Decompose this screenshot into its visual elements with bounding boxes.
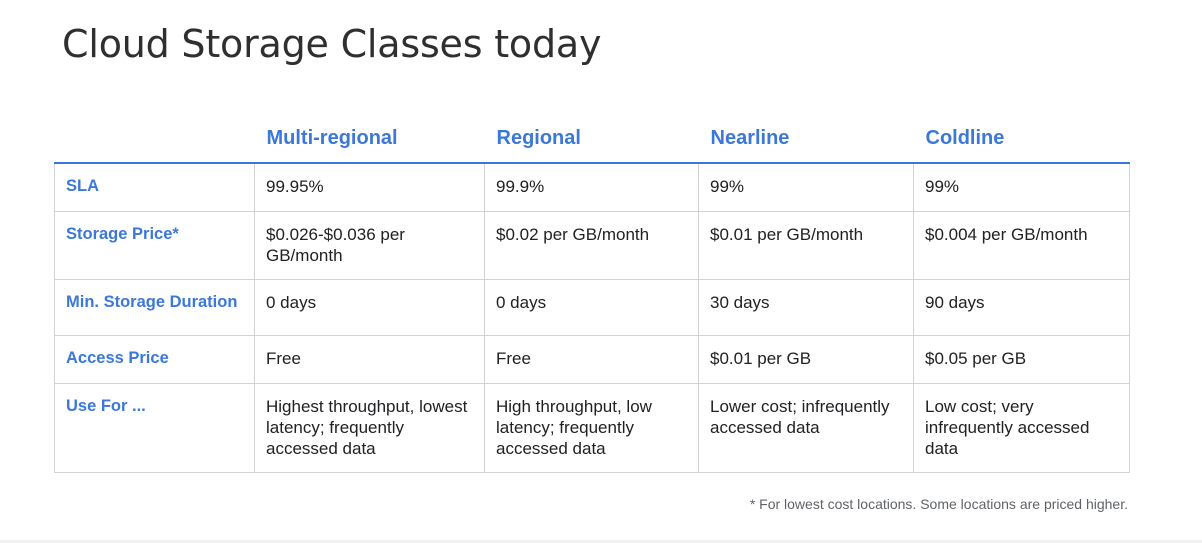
row-label-storage-price: Storage Price* (55, 212, 255, 280)
header-nearline: Nearline (699, 105, 914, 163)
table-cell: $0.01 per GB (699, 336, 914, 384)
table-cell: 90 days (914, 280, 1130, 336)
table-row-sla: SLA 99.95% 99.9% 99% 99% (55, 163, 1130, 212)
table-row-storage-price: Storage Price* $0.026-$0.036 per GB/mont… (55, 212, 1130, 280)
storage-classes-table: Multi-regional Regional Nearline Coldlin… (54, 105, 1130, 473)
table-cell: $0.02 per GB/month (485, 212, 699, 280)
table-cell: 30 days (699, 280, 914, 336)
table-cell: 0 days (255, 280, 485, 336)
page-title: Cloud Storage Classes today (62, 22, 601, 66)
row-label-access-price: Access Price (55, 336, 255, 384)
table-cell: 99% (914, 163, 1130, 212)
header-multi-regional: Multi-regional (255, 105, 485, 163)
table-row-access-price: Access Price Free Free $0.01 per GB $0.0… (55, 336, 1130, 384)
table-header-row: Multi-regional Regional Nearline Coldlin… (55, 105, 1130, 163)
table-cell: $0.01 per GB/month (699, 212, 914, 280)
header-regional: Regional (485, 105, 699, 163)
table-cell: 99.9% (485, 163, 699, 212)
table-cell: 99.95% (255, 163, 485, 212)
footnote: * For lowest cost locations. Some locati… (750, 496, 1128, 512)
table-cell: Free (485, 336, 699, 384)
table-cell: High throughput, low latency; frequently… (485, 384, 699, 473)
row-label-sla: SLA (55, 163, 255, 212)
table-cell: $0.026-$0.036 per GB/month (255, 212, 485, 280)
table-cell: $0.004 per GB/month (914, 212, 1130, 280)
header-corner-cell (55, 105, 255, 163)
table-cell: Free (255, 336, 485, 384)
row-label-min-storage-duration: Min. Storage Duration (55, 280, 255, 336)
table-cell: 0 days (485, 280, 699, 336)
table-cell: Lower cost; infrequently accessed data (699, 384, 914, 473)
table-cell: Low cost; very infrequently accessed dat… (914, 384, 1130, 473)
row-label-use-for: Use For ... (55, 384, 255, 473)
table-cell: $0.05 per GB (914, 336, 1130, 384)
table-row-use-for: Use For ... Highest throughput, lowest l… (55, 384, 1130, 473)
table-cell: 99% (699, 163, 914, 212)
table-cell: Highest throughput, lowest latency; freq… (255, 384, 485, 473)
header-coldline: Coldline (914, 105, 1130, 163)
table-row-min-storage-duration: Min. Storage Duration 0 days 0 days 30 d… (55, 280, 1130, 336)
